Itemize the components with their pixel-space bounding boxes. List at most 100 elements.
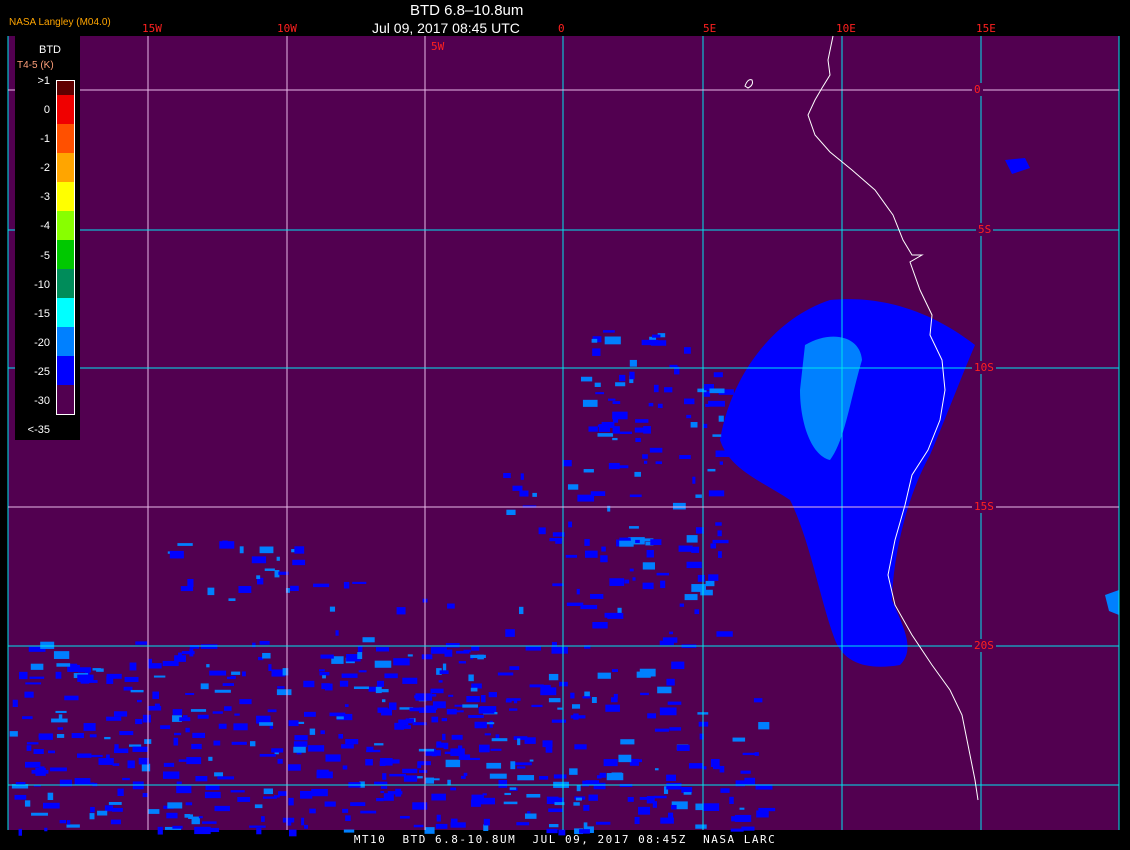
- cloud-speck: [671, 661, 685, 670]
- cloud-speck: [254, 804, 263, 809]
- cloud-speck: [642, 562, 655, 570]
- cloud-speck: [368, 686, 378, 692]
- cloud-speck: [66, 824, 80, 828]
- cloud-speck: [471, 799, 481, 807]
- cloud-speck: [441, 718, 448, 722]
- cloud-speck: [450, 748, 465, 757]
- legend-tick-label: <-35: [27, 424, 50, 437]
- cloud-speck: [148, 809, 160, 814]
- cloud-speck: [88, 782, 95, 785]
- cloud-speck: [577, 494, 595, 502]
- cloud-speck: [688, 763, 703, 769]
- cloud-speck: [580, 376, 593, 382]
- cloud-speck: [654, 728, 669, 732]
- legend-swatch: [57, 124, 74, 153]
- cloud-speck: [311, 788, 328, 797]
- cloud-speck: [336, 713, 353, 721]
- cloud-speck: [92, 668, 101, 671]
- cloud-speck: [573, 802, 580, 806]
- cloud-speck: [313, 583, 330, 588]
- cloud-speck: [200, 644, 218, 649]
- cloud-speck: [114, 744, 119, 751]
- cloud-speck: [599, 772, 607, 778]
- cloud-speck: [376, 647, 390, 652]
- cloud-speck: [233, 723, 248, 731]
- cloud-speck: [639, 668, 656, 677]
- cloud-speck: [375, 686, 382, 694]
- cloud-speck: [498, 779, 508, 788]
- cloud-speck: [288, 797, 294, 806]
- cloud-speck: [579, 829, 590, 834]
- cloud-speck: [593, 782, 606, 790]
- cloud-speck: [173, 737, 179, 746]
- cloud-speck: [442, 733, 446, 741]
- cloud-speck: [592, 622, 608, 629]
- lat-label-20s: 20S: [972, 639, 996, 652]
- cloud-speck: [709, 388, 725, 394]
- cloud-speck: [29, 676, 45, 679]
- legend-tick-label: -5: [40, 249, 50, 262]
- cloud-speck: [585, 780, 600, 786]
- cloud-speck: [730, 828, 744, 832]
- cloud-speck: [629, 526, 639, 529]
- cloud-speck: [540, 687, 557, 696]
- cloud-speck: [478, 744, 490, 753]
- cloud-speck: [531, 704, 543, 708]
- cloud-speck: [169, 550, 184, 559]
- cloud-speck: [506, 509, 516, 515]
- cloud-speck: [47, 792, 54, 801]
- cloud-speck: [450, 822, 466, 828]
- cloud-speck: [483, 818, 490, 826]
- cloud-speck: [652, 334, 661, 338]
- cloud-speck: [588, 794, 598, 801]
- cloud-speck: [31, 812, 48, 816]
- cloud-speck: [634, 427, 649, 433]
- cloud-speck: [432, 701, 446, 709]
- cloud-speck: [106, 673, 122, 679]
- cloud-speck: [659, 640, 674, 646]
- cloud-speck: [38, 735, 44, 738]
- cloud-speck: [548, 808, 564, 813]
- cloud-speck: [491, 738, 508, 742]
- cloud-speck: [412, 722, 427, 726]
- cloud-speck: [14, 794, 27, 800]
- cloud-speck: [352, 581, 367, 584]
- cloud-speck: [224, 706, 232, 711]
- cloud-speck: [486, 762, 502, 769]
- cloud-speck: [468, 715, 484, 718]
- legend-tick-label: -3: [40, 191, 50, 204]
- cloud-speck: [468, 674, 474, 682]
- cloud-speck: [249, 825, 266, 828]
- cloud-speck: [66, 820, 71, 825]
- cloud-speck: [174, 732, 182, 736]
- cloud-speck: [208, 756, 213, 761]
- cloud-speck: [387, 759, 400, 764]
- cloud-speck: [425, 777, 435, 784]
- cloud-speck: [664, 387, 673, 393]
- legend-tick-label: -20: [34, 336, 50, 349]
- cloud-speck: [11, 784, 29, 789]
- cloud-speck: [274, 751, 279, 755]
- legend-tick-label: 0: [43, 104, 50, 116]
- lon-label-5w: 5W: [429, 40, 447, 53]
- cloud-speck: [444, 649, 453, 657]
- cloud-speck: [704, 384, 714, 391]
- legend-tick-label: -30: [34, 395, 50, 407]
- cloud-speck: [309, 728, 316, 735]
- cloud-speck: [388, 702, 397, 710]
- cloud-speck: [111, 807, 123, 812]
- cloud-speck: [549, 538, 563, 542]
- cloud-speck: [519, 606, 524, 615]
- cloud-speck: [596, 775, 602, 779]
- cloud-speck: [18, 828, 22, 836]
- cloud-speck: [708, 400, 725, 407]
- cloud-speck: [532, 492, 537, 497]
- cloud-speck: [341, 744, 354, 749]
- cloud-speck: [640, 538, 654, 542]
- lon-label-15w: 15W: [142, 22, 162, 35]
- cloud-speck: [609, 578, 625, 586]
- cloud-speck: [412, 802, 428, 810]
- cloud-speck: [620, 739, 635, 745]
- cloud-speck: [653, 384, 659, 393]
- cloud-speck: [148, 658, 153, 666]
